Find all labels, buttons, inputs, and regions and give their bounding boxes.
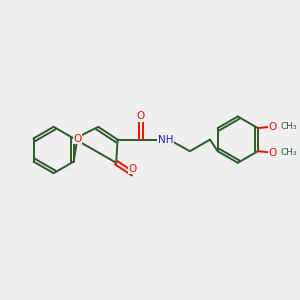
Text: O: O <box>136 111 145 121</box>
Text: O: O <box>74 134 82 144</box>
Text: NH: NH <box>158 135 173 145</box>
Text: CH₃: CH₃ <box>280 122 297 131</box>
Text: O: O <box>268 148 277 158</box>
Text: O: O <box>129 164 137 174</box>
Text: O: O <box>268 122 277 132</box>
Text: CH₃: CH₃ <box>280 148 297 157</box>
